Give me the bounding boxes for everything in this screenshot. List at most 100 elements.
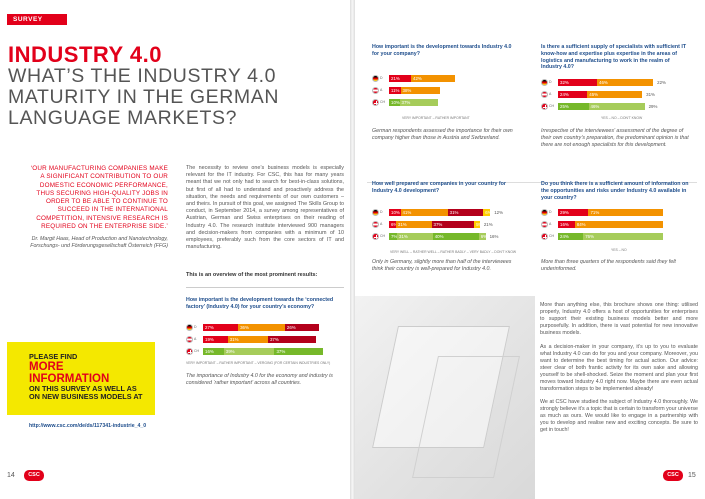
promo-link[interactable]: http://www.csc.com/de/ds/117341-industri… — [29, 423, 147, 429]
country-code: A — [549, 222, 552, 226]
bar-row-de: D 32% 46% 22% — [541, 79, 693, 86]
chart-importance: How important is the development towards… — [372, 44, 522, 164]
bar-segment: 24% — [558, 91, 588, 98]
flag-at-icon — [541, 221, 548, 228]
bar-segment: 6% — [483, 209, 491, 216]
promo-line-3: ON THIS SURVEY AS WELL AS ON NEW BUSINES… — [29, 384, 143, 401]
chart-title: How important is the development towards… — [372, 44, 512, 57]
bar-segment: 10% — [389, 99, 400, 106]
chart-title: How important is the development towards… — [186, 297, 334, 310]
bar-segment: 71% — [588, 209, 663, 216]
chart-connected-factory: How important is the development towards… — [186, 297, 346, 407]
intro-text: The necessity to review one’s business m… — [186, 165, 344, 251]
bar-segment: 24% — [558, 233, 584, 240]
chart-legend: VERY IMPORTANT – RATHER IMPORTANT – VERG… — [186, 361, 331, 365]
csc-logo: CSC — [663, 470, 683, 481]
flag-de-icon — [541, 209, 548, 216]
bar-segment: 39% — [223, 348, 275, 355]
closing-paragraph-2: As a decision-maker in your company, it’… — [540, 343, 698, 392]
bar-segment: 37% — [274, 348, 323, 355]
flag-de-icon — [372, 75, 379, 82]
chart-title: How well prepared are companies in your … — [372, 181, 506, 194]
bar-row-de: D 29% 71% — [541, 209, 693, 216]
section-tag: SURVEY — [7, 14, 67, 25]
bar-remainder-label: 16% — [489, 234, 499, 239]
flag-at-icon — [372, 221, 379, 228]
chart-prepared: How well prepared are companies in your … — [372, 181, 522, 281]
country-code: D — [380, 210, 383, 214]
bar-segment: 25% — [558, 103, 589, 110]
bar-segment: 32% — [558, 79, 598, 86]
bar-segment: 27% — [203, 324, 239, 331]
closing-text: More than anything else, this brochure s… — [540, 302, 698, 441]
spine — [350, 0, 355, 499]
bar-segment: 5% — [474, 221, 480, 228]
chart-awareness: Do you think there is a sufficient amoun… — [541, 181, 693, 281]
bar-row-de: D 10%41%31%6%12% — [372, 209, 522, 216]
chart-know-how: Is there a sufficient supply of speciali… — [541, 44, 693, 164]
page-number-right: 15 — [688, 472, 696, 479]
flag-ch-icon — [541, 233, 548, 240]
closing-paragraph-3: We at CSC have studied the subject of In… — [540, 399, 698, 433]
bar-segment: 37% — [267, 336, 317, 343]
bar-segment: 21% — [389, 75, 412, 82]
bar-segment: 29% — [558, 209, 589, 216]
flag-ch-icon — [186, 348, 193, 355]
country-code: D — [380, 76, 383, 80]
divider — [186, 287, 344, 288]
bar-row-at: A 19% 31% 37% — [186, 336, 346, 343]
bar-row-ch: CH 25% 46% 29% — [541, 103, 693, 110]
country-code: CH — [380, 234, 386, 238]
bar-remainder-label: 21% — [483, 222, 493, 227]
photo-glass-building — [355, 296, 535, 499]
bar-segment: 6% — [478, 233, 486, 240]
flag-de-icon — [186, 324, 193, 331]
bar-segment: 6% — [389, 221, 396, 228]
page-title: INDUSTRY 4.0 — [8, 42, 162, 67]
bar-segment: 31% — [397, 233, 433, 240]
flag-ch-icon — [541, 103, 548, 110]
quote-author: Dr. Margit Haas, Head of Production and … — [30, 236, 168, 249]
bar-segment: 36% — [238, 324, 285, 331]
bar-segment: 16% — [558, 221, 575, 228]
bar-segment: 37% — [431, 221, 475, 228]
flag-ch-icon — [372, 99, 379, 106]
bar-segment: 42% — [411, 75, 456, 82]
chart-legend: YES – NO – DON’T KNOW — [601, 116, 643, 120]
country-code: CH — [549, 234, 555, 238]
bar-row-ch: CH 10% 37% — [372, 99, 522, 106]
promo-box: PLEASE FIND MORE INFORMATION ON THIS SUR… — [7, 342, 155, 415]
flag-at-icon — [186, 336, 193, 343]
left-page: SURVEY INDUSTRY 4.0 WHAT’S THE INDUSTRY … — [0, 0, 350, 499]
country-code: CH — [380, 100, 386, 104]
chart-legend: VERY IMPORTANT – RATHER IMPORTANT — [402, 116, 470, 120]
country-code: A — [380, 222, 383, 226]
bar-segment: 46% — [597, 79, 654, 86]
bar-segment: 37% — [399, 99, 439, 106]
bar-remainder-label: 22% — [657, 80, 666, 85]
bar-segment: 41% — [400, 209, 448, 216]
chart-legend: YES – NO — [611, 248, 627, 252]
chart-note: Irrespective of the interviewees’ assess… — [541, 128, 689, 148]
bar-segment: 84% — [574, 221, 663, 228]
flag-at-icon — [541, 91, 548, 98]
csc-logo: CSC — [24, 470, 44, 481]
bar-segment: 38% — [400, 87, 441, 94]
bar-row-ch: CH 16% 39% 37% — [186, 348, 346, 355]
bar-row-ch: CH7%31%40%6%16% — [372, 233, 522, 240]
chart-note: Only in Germany, slightly more than half… — [372, 259, 512, 272]
country-code: A — [549, 92, 552, 96]
chart-note: More than three quarters of the responde… — [541, 259, 676, 272]
bar-row-at: A 11% 38% — [372, 87, 522, 94]
bar-remainder-label: 12% — [494, 210, 503, 215]
bar-segment: 40% — [432, 233, 479, 240]
flag-at-icon — [372, 87, 379, 94]
chart-title: Is there a sufficient supply of speciali… — [541, 44, 687, 71]
bar-segment: 76% — [583, 233, 663, 240]
bar-segment: 46% — [588, 103, 645, 110]
bar-row-de: D 27% 36% 26% — [186, 324, 346, 331]
country-code: CH — [549, 104, 555, 108]
bar-segment: 31% — [227, 336, 268, 343]
bar-segment: 19% — [203, 336, 228, 343]
bar-segment: 26% — [284, 324, 319, 331]
